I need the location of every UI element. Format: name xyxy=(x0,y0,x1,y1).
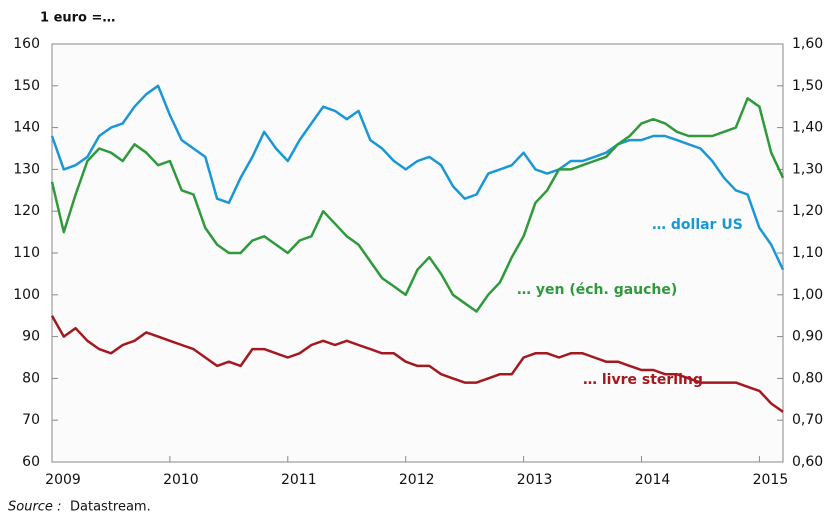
source-label: Source : xyxy=(8,500,61,515)
y-tick-label: 90 xyxy=(22,329,40,345)
series-line xyxy=(50,84,785,271)
y-tick-label: 100 xyxy=(13,287,40,303)
series-label: … dollar US xyxy=(652,217,743,233)
y-tick-label: 140 xyxy=(13,120,40,136)
series-line xyxy=(50,315,784,413)
x-tick-label: 2010 xyxy=(163,472,199,488)
y-tick-label: 120 xyxy=(13,203,40,219)
y-tick-label: 160 xyxy=(13,36,40,52)
x-tick-label: 2009 xyxy=(45,472,81,488)
y2-tick-label: 1,00 xyxy=(792,287,823,303)
y2-tick-label: 0,90 xyxy=(792,329,823,345)
y-tick-label: 110 xyxy=(13,245,40,261)
y-tick-label: 80 xyxy=(22,370,40,386)
y-tick-label: 70 xyxy=(22,412,40,428)
y2-tick-label: 1,10 xyxy=(792,245,823,261)
y2-tick-label: 1,40 xyxy=(792,120,823,136)
plot-area xyxy=(51,43,784,463)
y-tick-label: 60 xyxy=(22,454,40,470)
y2-tick-label: 1,60 xyxy=(792,36,823,52)
source: Datastream. xyxy=(70,500,151,515)
series-label: … yen (éch. gauche) xyxy=(517,282,677,298)
y2-tick-label: 1,50 xyxy=(792,78,823,94)
y-tick-label: 130 xyxy=(13,161,40,177)
series-line xyxy=(50,97,785,313)
chart-title: 1 euro =… xyxy=(40,11,115,26)
x-tick-label: 2013 xyxy=(517,472,553,488)
x-tick-label: 2012 xyxy=(399,472,435,488)
y2-tick-label: 1,30 xyxy=(792,161,823,177)
series-label: … livre sterling xyxy=(583,372,703,388)
x-tick-label: 2015 xyxy=(753,472,789,488)
y2-tick-label: 1,20 xyxy=(792,203,823,219)
y2-tick-label: 0,60 xyxy=(792,454,823,470)
y2-tick-label: 0,70 xyxy=(792,412,823,428)
y-tick-label: 150 xyxy=(13,78,40,94)
x-tick-label: 2011 xyxy=(281,472,317,488)
y2-tick-label: 0,80 xyxy=(792,370,823,386)
x-tick-label: 2014 xyxy=(635,472,671,488)
